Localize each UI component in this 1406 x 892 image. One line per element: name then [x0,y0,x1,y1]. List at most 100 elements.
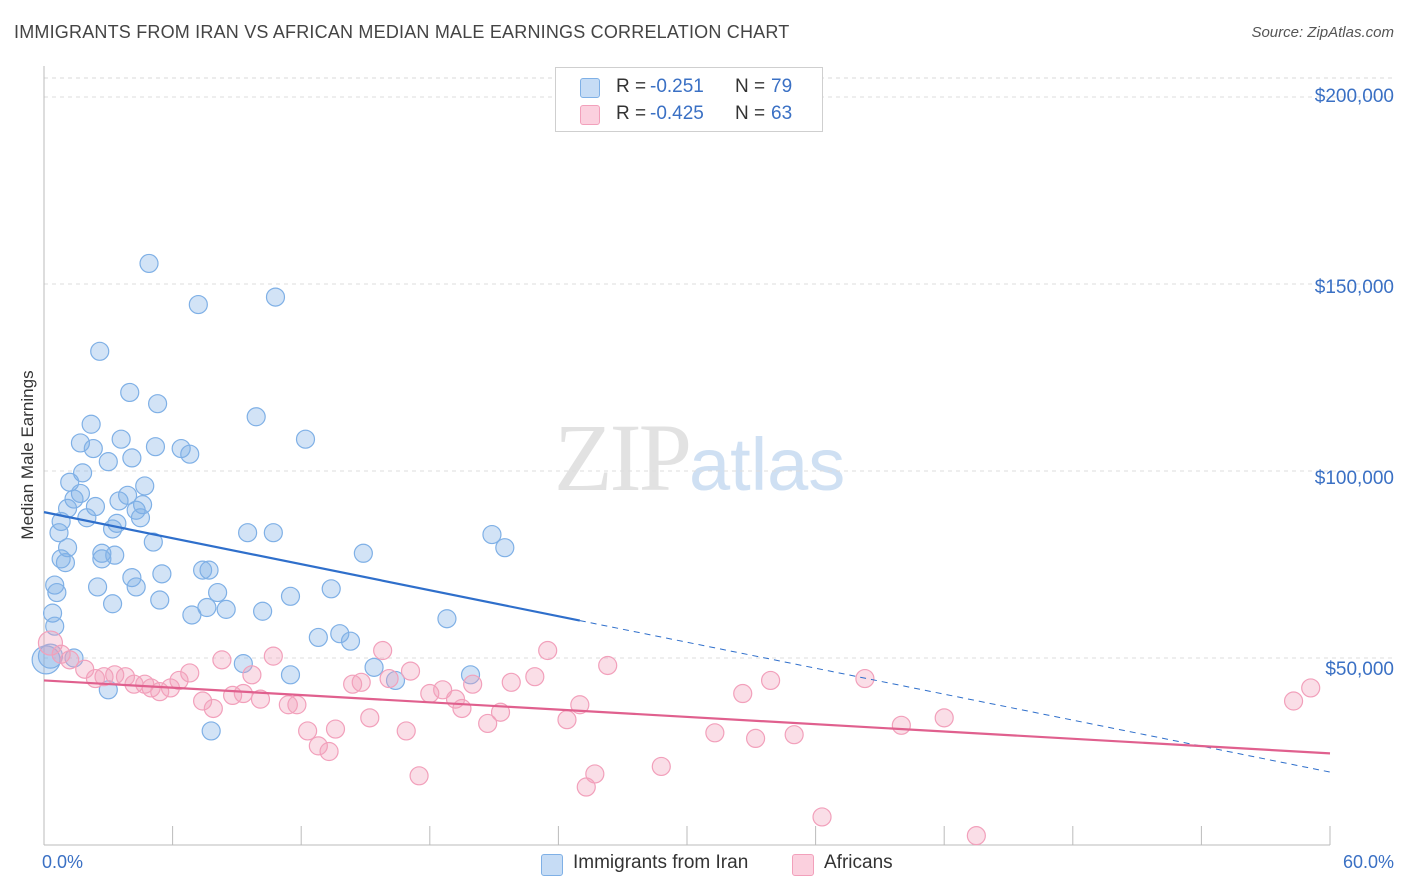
africans-point [169,670,189,691]
africans-point [193,691,213,711]
africans-point [180,663,200,683]
iran-point [87,577,108,597]
iran-point [199,560,219,580]
iran-point [47,582,67,603]
x-tick-label: 60.0% [1342,852,1394,872]
africans-trend-line [43,679,1331,755]
africans-point [360,708,380,728]
africans-point [557,710,577,730]
legend-n-value: 79 [771,76,793,97]
africans-point [812,807,832,827]
africans-point [298,721,318,741]
africans-point [1283,691,1304,711]
y-tick-label: $150,000 [1314,277,1394,298]
africans-point [351,672,371,692]
iran-point [77,508,97,528]
africans-point [934,708,954,728]
iran-point [321,579,341,599]
africans-point [233,683,253,704]
africans-point [651,756,671,777]
iran-point [385,670,406,691]
iran-point [182,605,202,625]
africans-point [745,728,766,749]
iran-point [83,438,103,459]
africans-point [409,766,429,786]
iran-point [57,538,78,558]
iran-point [193,560,213,580]
iran-point [105,545,125,565]
africans-point [379,668,399,689]
iran-point [171,438,191,459]
africans-point [325,719,346,739]
iran-point [72,463,93,483]
iran-point [90,341,110,361]
bottom-legend-label: Africans [824,852,893,873]
africans-point [705,723,725,743]
africans-point [538,640,558,661]
iran-point [111,429,131,449]
legend-n-value: 63 [771,103,793,124]
africans-point [37,630,64,656]
source-label: Source: ZipAtlas.com [1251,24,1394,41]
africans-point [463,674,483,694]
iran-point [64,489,84,509]
bottom-legend-swatch [541,854,563,876]
correlation-legend: R = -0.251 N = 79 R = -0.425 N = 63 [555,67,823,132]
iran-point [102,594,123,614]
legend-r-value: -0.425 [650,103,704,124]
y-axis-label: Median Male Earnings [18,370,37,540]
iran-point [280,665,301,685]
legend-swatch [580,105,600,125]
watermark-main: ZIP [554,404,692,511]
y-tick-label: $200,000 [1314,86,1394,107]
iran-point [102,519,123,539]
africans-point [433,680,453,700]
y-tick-label: $100,000 [1314,468,1394,489]
iran-point [353,543,373,563]
iran-point [145,437,166,457]
iran-point [109,491,129,511]
iran-point [280,586,301,606]
bottom-legend-label: Immigrants from Iran [573,852,749,873]
africans-point [585,764,605,784]
africans-point [966,826,986,846]
bottom-legend-swatch [792,854,814,876]
iran-point [246,407,266,427]
legend-r-label: R = [616,76,647,97]
watermark: ZIPatlas [554,402,845,513]
africans-point [263,646,283,666]
iran-point [265,287,286,307]
legend-swatch [580,78,600,98]
iran-point [150,590,170,610]
iran-point [126,577,146,597]
chart-title: IMMIGRANTS FROM IRAN VS AFRICAN MEDIAN M… [14,22,790,42]
africans-point [250,689,271,709]
iran-point [437,609,457,629]
africans-point [319,741,339,762]
legend-n-label: N = [735,76,766,97]
iran-point [295,429,316,449]
africans-point [760,670,781,691]
iran-point [253,601,273,621]
iran-trend-line-extension [579,620,1331,773]
x-tick-label: 0.0% [42,852,84,872]
africans-point [598,655,618,676]
africans-point [400,661,421,681]
africans-point [212,650,232,670]
iran-point [122,448,142,468]
africans-point [733,683,753,704]
iran-point [482,524,502,545]
africans-point [396,721,416,741]
legend-n-label: N = [735,103,766,124]
iran-point [147,394,168,414]
iran-point [130,508,151,528]
iran-point [92,549,112,569]
y-tick-label: $50,000 [1325,659,1394,680]
legend-r-value: -0.251 [650,76,704,97]
africans-point [490,702,511,722]
africans-point [452,698,472,719]
iran-point [55,553,76,573]
legend-r-label: R = [616,103,647,124]
iran-point [98,452,118,472]
